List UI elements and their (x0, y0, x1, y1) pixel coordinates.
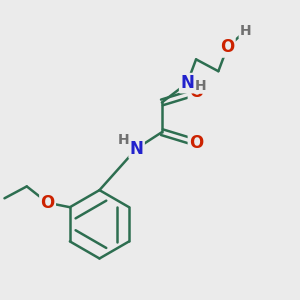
Text: O: O (189, 134, 203, 152)
Text: H: H (117, 133, 129, 147)
Text: O: O (40, 194, 55, 212)
Text: N: N (180, 74, 194, 92)
Text: O: O (189, 83, 203, 101)
Text: H: H (239, 24, 251, 38)
Text: O: O (220, 38, 234, 56)
Text: N: N (130, 140, 144, 158)
Text: H: H (195, 79, 206, 93)
